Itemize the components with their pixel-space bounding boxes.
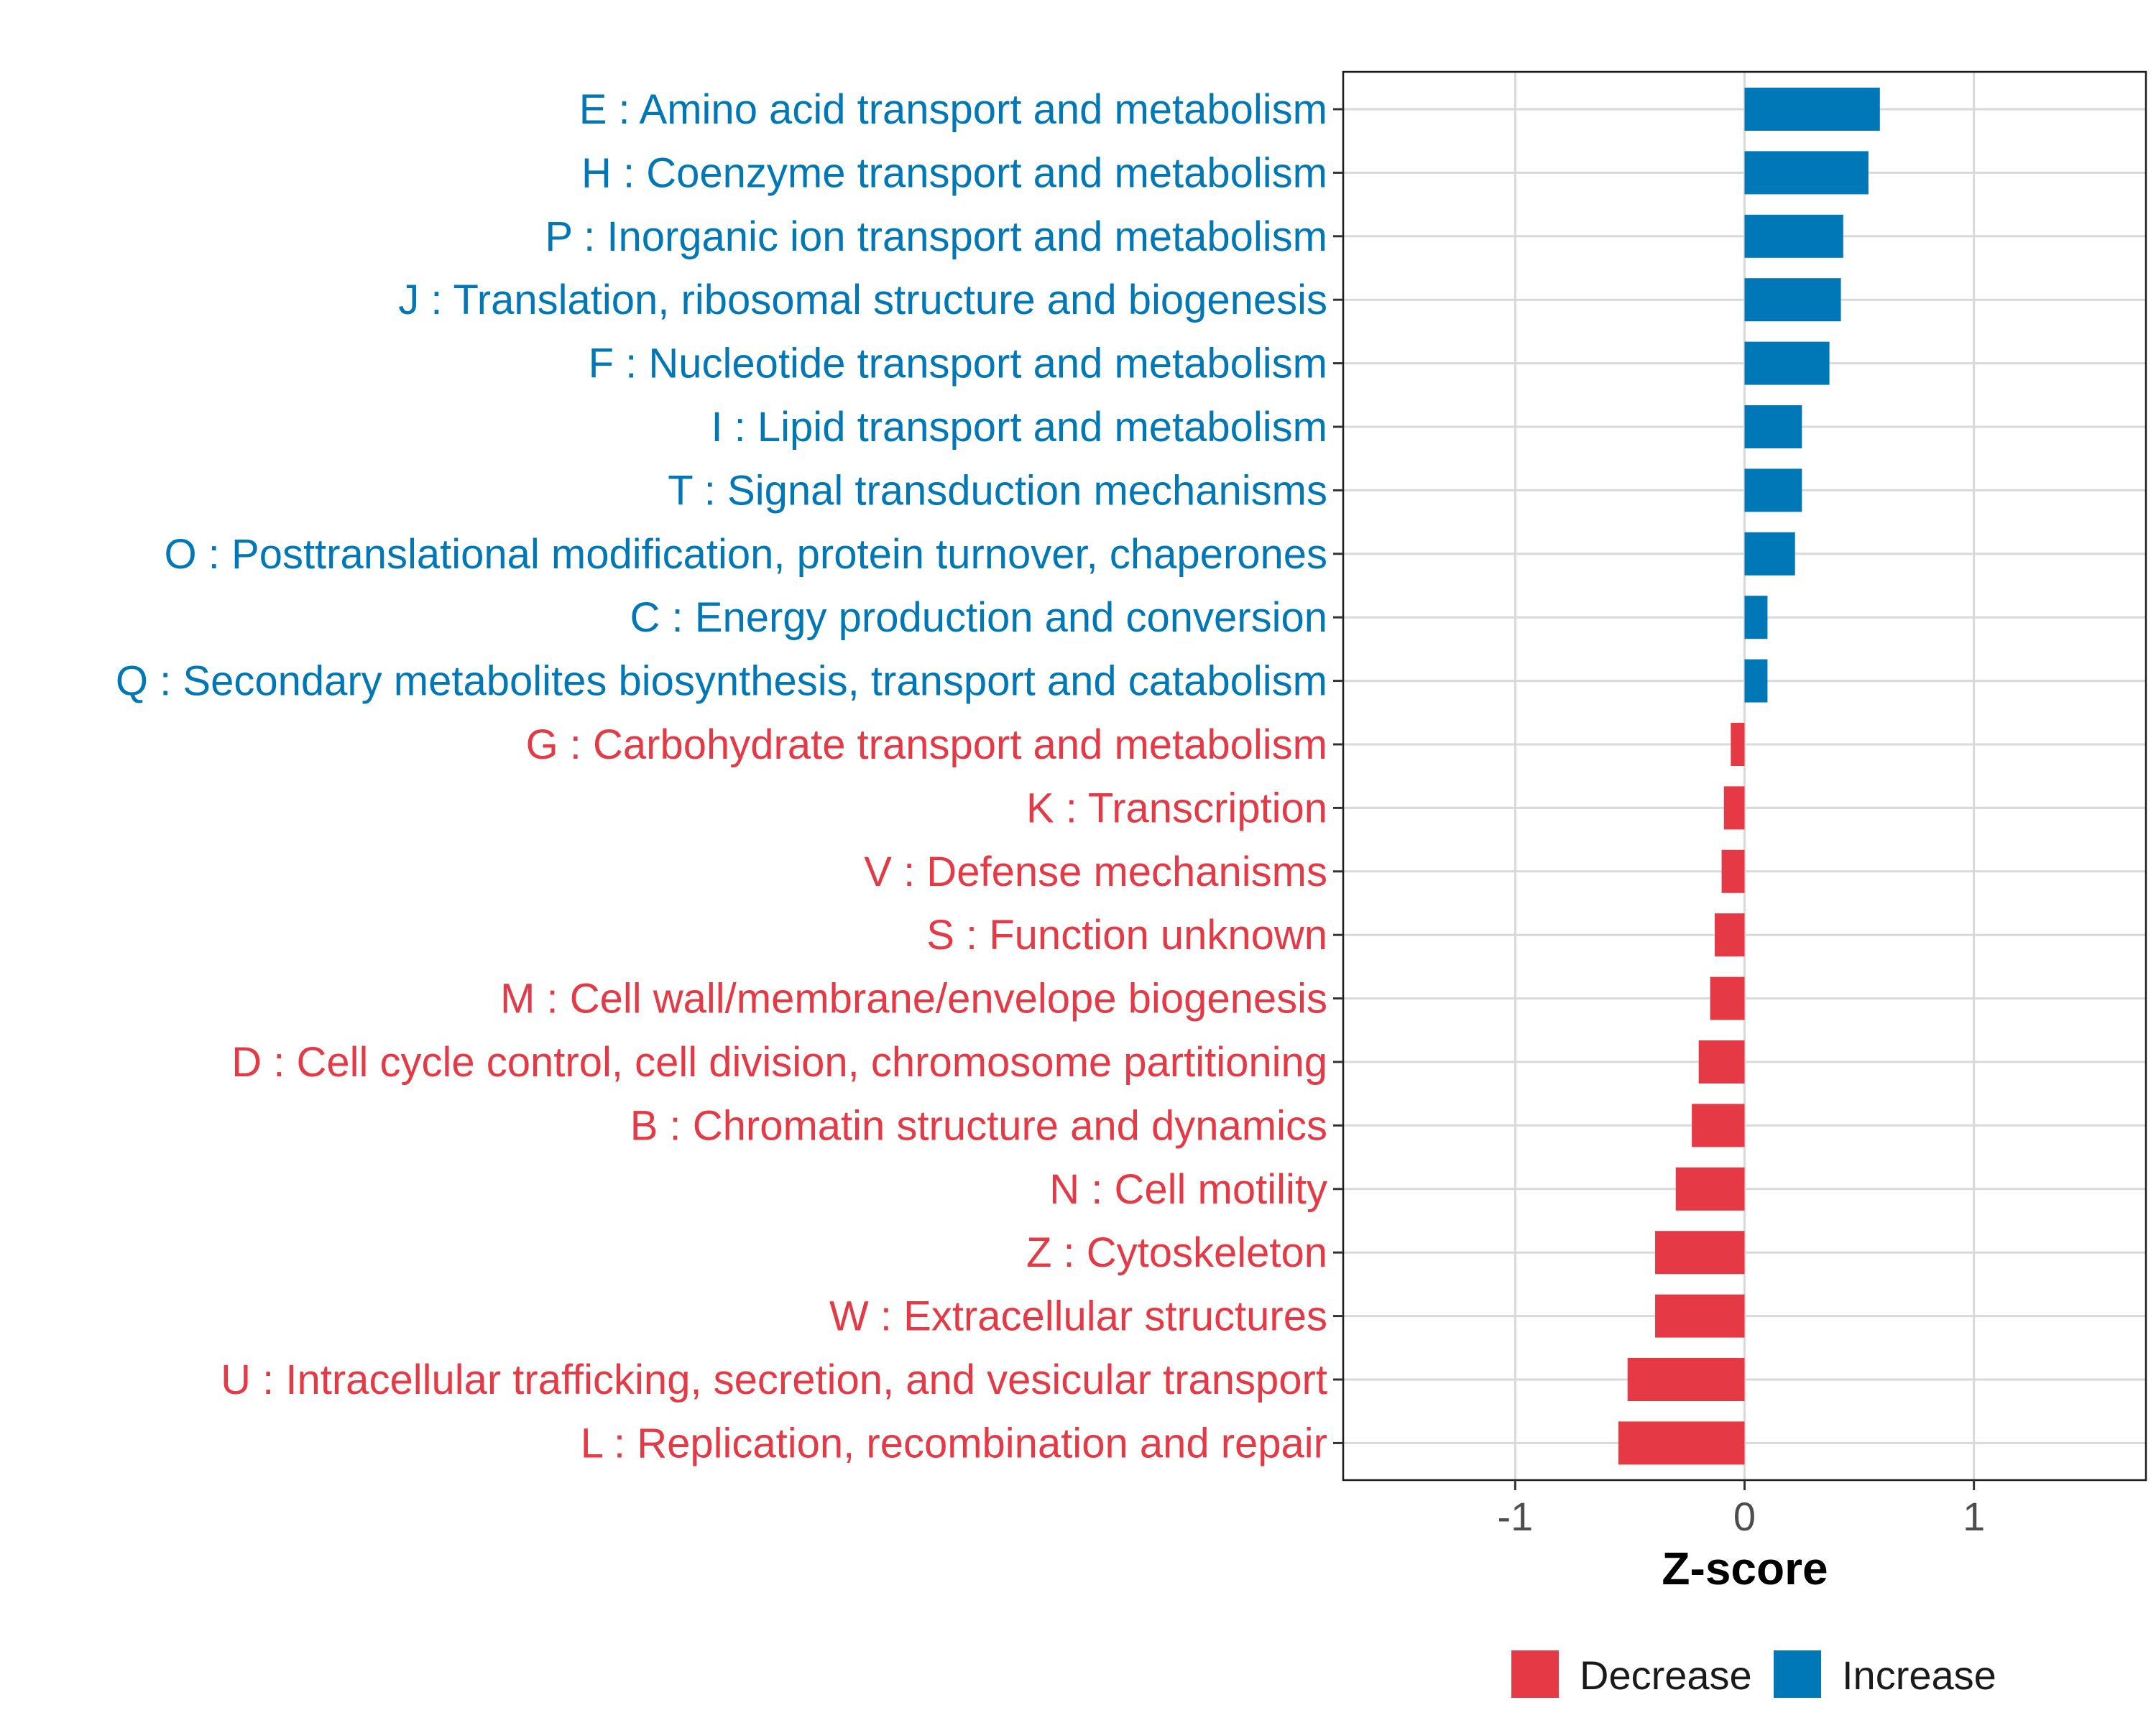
bar	[1744, 468, 1802, 512]
y-axis: E : Amino acid transport and metabolism H…	[116, 86, 1343, 1466]
bar	[1744, 278, 1841, 322]
y-tick-label: P : Inorganic ion transport and metaboli…	[545, 213, 1327, 260]
bar	[1715, 913, 1745, 957]
bar	[1731, 723, 1745, 766]
y-tick-label: Z : Cytoskeleton	[1026, 1229, 1327, 1276]
legend-key	[1774, 1650, 1821, 1698]
bar	[1698, 1040, 1745, 1084]
y-tick-label: K : Transcription	[1026, 785, 1327, 831]
y-tick-label: C : Energy production and conversion	[630, 594, 1327, 641]
bar	[1655, 1294, 1745, 1338]
bar	[1627, 1358, 1745, 1401]
bar	[1655, 1231, 1745, 1275]
legend-label: Increase	[1842, 1653, 1996, 1698]
y-tick-label: U : Intracellular trafficking, secretion…	[221, 1357, 1327, 1403]
bar	[1675, 1167, 1745, 1211]
x-axis: -1 0 1	[1497, 1480, 1985, 1539]
y-tick-label: W : Extracellular structures	[829, 1293, 1327, 1340]
y-tick-label: O : Posttranslational modification, prot…	[165, 531, 1327, 578]
bar	[1723, 786, 1745, 830]
x-tick-label: 0	[1733, 1494, 1756, 1539]
y-tick-label: V : Defense mechanisms	[864, 849, 1327, 895]
bar	[1692, 1104, 1745, 1147]
y-tick-label: J : Translation, ribosomal structure and…	[398, 277, 1327, 323]
y-tick-label: E : Amino acid transport and metabolism	[579, 86, 1327, 133]
y-tick-label: N : Cell motility	[1049, 1166, 1327, 1213]
bar	[1744, 151, 1869, 195]
bar	[1618, 1421, 1745, 1465]
bar	[1710, 976, 1745, 1020]
bar	[1744, 214, 1843, 258]
legend: Decrease Increase	[1511, 1650, 1996, 1698]
x-tick-label: 1	[1963, 1494, 1985, 1539]
y-tick-label: G : Carbohydrate transport and metabolis…	[526, 721, 1327, 768]
bar	[1721, 849, 1745, 893]
x-axis-title: Z-score	[1662, 1543, 1828, 1594]
x-tick-label: -1	[1497, 1494, 1533, 1539]
bar	[1744, 659, 1768, 703]
y-tick-label: B : Chromatin structure and dynamics	[630, 1102, 1327, 1149]
y-tick-label: S : Function unknown	[926, 912, 1327, 958]
y-tick-label: L : Replication, recombination and repai…	[581, 1420, 1327, 1466]
bar	[1744, 341, 1830, 385]
y-tick-label: I : Lipid transport and metabolism	[711, 404, 1327, 451]
bar	[1744, 405, 1802, 448]
legend-label: Decrease	[1580, 1653, 1752, 1698]
bar	[1744, 596, 1768, 639]
bar	[1744, 532, 1795, 576]
y-tick-label: D : Cell cycle control, cell division, c…	[231, 1039, 1327, 1086]
legend-key	[1511, 1650, 1559, 1698]
bar	[1744, 88, 1880, 131]
bars	[1618, 88, 1880, 1465]
y-tick-label: Q : Secondary metabolites biosynthesis, …	[116, 658, 1327, 705]
y-tick-label: F : Nucleotide transport and metabolism	[589, 341, 1327, 387]
y-tick-label: H : Coenzyme transport and metabolism	[581, 149, 1327, 196]
y-tick-label: T : Signal transduction mechanisms	[668, 467, 1327, 514]
y-tick-label: M : Cell wall/membrane/envelope biogenes…	[500, 976, 1327, 1022]
